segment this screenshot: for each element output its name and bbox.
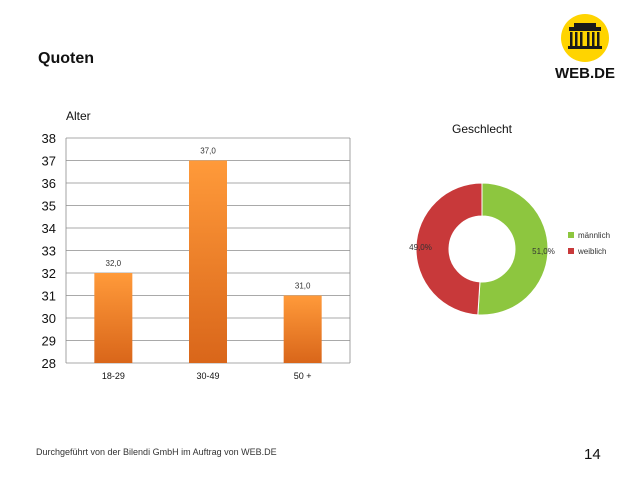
page-number: 14 <box>584 446 601 463</box>
bar-value-label: 32,0 <box>106 259 122 268</box>
y-tick-label: 34 <box>42 221 56 236</box>
bar-value-label: 31,0 <box>295 282 311 291</box>
y-tick-label: 37 <box>42 154 56 169</box>
webde-logo: WEB.DE <box>552 14 618 84</box>
y-tick-label: 38 <box>42 131 56 146</box>
x-tick-label: 50 + <box>294 371 312 381</box>
legend-label: weiblich <box>577 247 606 256</box>
slide-title: Quoten <box>38 50 94 67</box>
slice-maennlich <box>477 182 549 316</box>
y-tick-label: 33 <box>42 244 56 259</box>
footer-note: Durchgeführt von der Bilendi GmbH im Auf… <box>36 447 277 457</box>
y-tick-label: 29 <box>42 334 56 349</box>
legend-swatch <box>568 248 574 254</box>
pie-chart-title: Geschlecht <box>452 122 513 136</box>
y-tick-label: 31 <box>42 289 56 304</box>
webde-logo-icon: WEB.DE <box>555 14 615 82</box>
bar-value-label: 37,0 <box>200 147 216 156</box>
bar-50+ <box>283 295 322 363</box>
x-tick-label: 18-29 <box>102 371 125 381</box>
y-tick-label: 30 <box>42 311 56 326</box>
bar-18-29 <box>94 273 133 363</box>
y-tick-label: 32 <box>42 266 56 281</box>
slice-value-label: 51,0% <box>532 247 555 256</box>
age-bar-chart: Alter 28 29 30 31 32 33 34 35 36 37 38 32,0 37,0 31,… <box>42 109 351 381</box>
y-tick-label: 36 <box>42 176 56 191</box>
y-tick-label: 28 <box>42 356 56 371</box>
bar-chart-title: Alter <box>66 109 91 123</box>
legend-swatch <box>568 232 574 238</box>
legend-label: männlich <box>578 231 610 240</box>
logo-text: WEB.DE <box>555 65 615 82</box>
slice-weiblich <box>415 182 483 316</box>
bar-30-49 <box>189 160 227 363</box>
x-tick-label: 30-49 <box>196 371 219 381</box>
y-tick-label: 35 <box>42 199 56 214</box>
slice-value-label: 49,0% <box>409 243 432 252</box>
gender-doughnut-chart: Geschlecht 51,0% 49,0% männlich weiblich <box>409 122 610 316</box>
